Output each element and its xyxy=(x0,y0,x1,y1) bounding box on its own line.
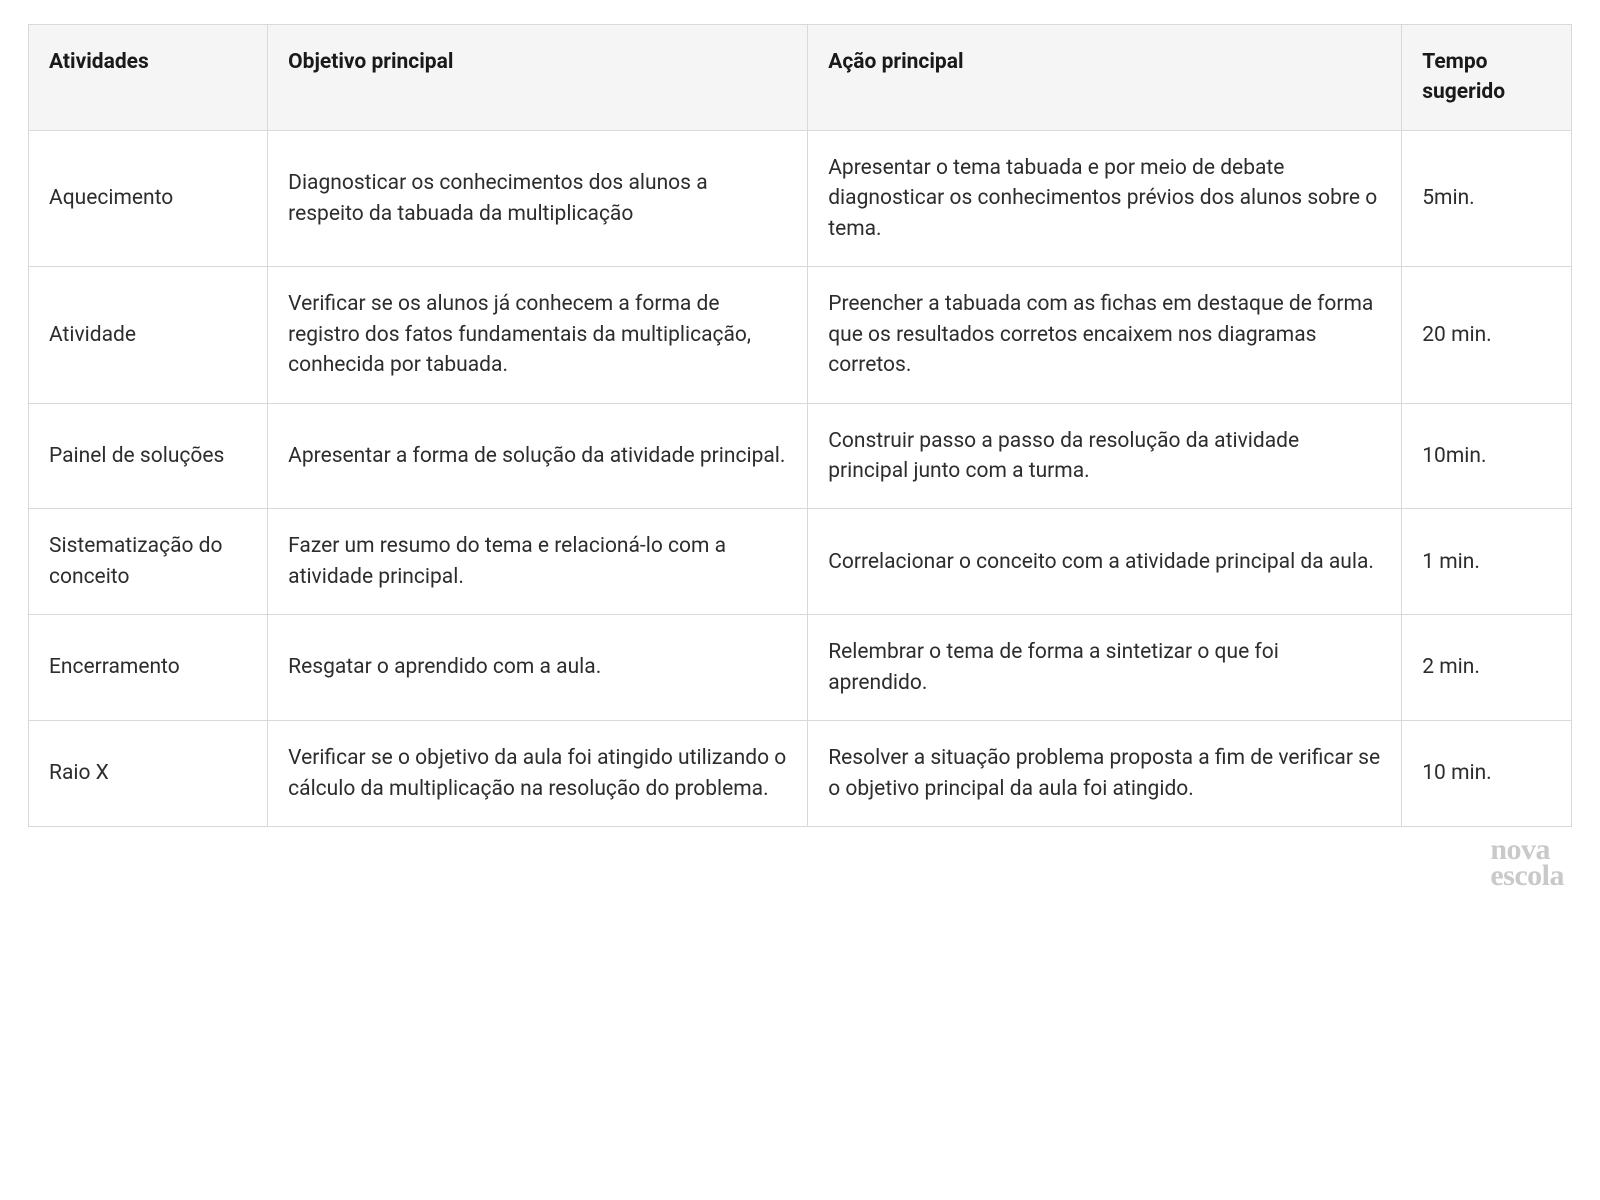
table-row: Raio X Verificar se o objetivo da aula f… xyxy=(29,721,1572,827)
cell-tempo: 5min. xyxy=(1402,130,1572,266)
brand-logo: nova escola xyxy=(28,837,1572,890)
table-row: Sistematização do conceito Fazer um resu… xyxy=(29,509,1572,615)
table-row: Atividade Verificar se os alunos já conh… xyxy=(29,267,1572,403)
cell-acao: Relembrar o tema de forma a sintetizar o… xyxy=(808,615,1402,721)
cell-acao: Preencher a tabuada com as fichas em des… xyxy=(808,267,1402,403)
cell-tempo: 2 min. xyxy=(1402,615,1572,721)
cell-atividades: Encerramento xyxy=(29,615,268,721)
table-header-row: Atividades Objetivo principal Ação princ… xyxy=(29,25,1572,131)
brand-logo-line2: escola xyxy=(1490,859,1564,892)
cell-acao: Resolver a situação problema proposta a … xyxy=(808,721,1402,827)
cell-objetivo: Resgatar o aprendido com a aula. xyxy=(268,615,808,721)
cell-objetivo: Diagnosticar os conhecimentos dos alunos… xyxy=(268,130,808,266)
cell-acao: Correlacionar o conceito com a atividade… xyxy=(808,509,1402,615)
lesson-plan-table: Atividades Objetivo principal Ação princ… xyxy=(28,24,1572,827)
cell-tempo: 20 min. xyxy=(1402,267,1572,403)
lesson-plan-table-wrap: Atividades Objetivo principal Ação princ… xyxy=(28,24,1572,827)
col-header-objetivo: Objetivo principal xyxy=(268,25,808,131)
col-header-tempo: Tempo sugerido xyxy=(1402,25,1572,131)
cell-atividades: Sistematização do conceito xyxy=(29,509,268,615)
cell-objetivo: Apresentar a forma de solução da ativida… xyxy=(268,403,808,509)
cell-atividades: Raio X xyxy=(29,721,268,827)
cell-atividades: Atividade xyxy=(29,267,268,403)
cell-tempo: 10min. xyxy=(1402,403,1572,509)
brand-logo-text: nova escola xyxy=(1490,837,1564,890)
cell-tempo: 1 min. xyxy=(1402,509,1572,615)
col-header-atividades: Atividades xyxy=(29,25,268,131)
cell-atividades: Painel de soluções xyxy=(29,403,268,509)
cell-objetivo: Verificar se os alunos já conhecem a for… xyxy=(268,267,808,403)
table-row: Aquecimento Diagnosticar os conhecimento… xyxy=(29,130,1572,266)
col-header-acao: Ação principal xyxy=(808,25,1402,131)
cell-objetivo: Fazer um resumo do tema e relacioná-lo c… xyxy=(268,509,808,615)
table-row: Painel de soluções Apresentar a forma de… xyxy=(29,403,1572,509)
cell-acao: Apresentar o tema tabuada e por meio de … xyxy=(808,130,1402,266)
cell-objetivo: Verificar se o objetivo da aula foi atin… xyxy=(268,721,808,827)
cell-atividades: Aquecimento xyxy=(29,130,268,266)
cell-tempo: 10 min. xyxy=(1402,721,1572,827)
table-row: Encerramento Resgatar o aprendido com a … xyxy=(29,615,1572,721)
cell-acao: Construir passo a passo da resolução da … xyxy=(808,403,1402,509)
